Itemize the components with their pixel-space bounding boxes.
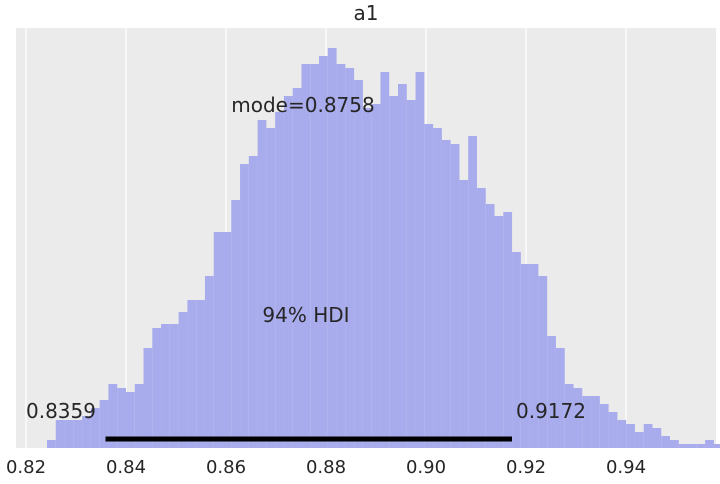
- histogram-bar-1: [55, 420, 65, 448]
- histogram-bars: [47, 48, 720, 448]
- histogram-bar-26: [275, 112, 284, 448]
- histogram-bar-7: [108, 384, 118, 448]
- histogram-bar-10: [134, 384, 144, 448]
- x-tick-label-3: 0.88: [306, 457, 346, 478]
- histogram-bar-75: [705, 440, 714, 448]
- hdi-label: 94% HDI: [262, 303, 349, 327]
- histogram-bar-45: [441, 140, 451, 448]
- histogram-bar-51: [494, 216, 504, 448]
- x-tick-label-4: 0.90: [406, 457, 446, 478]
- x-axis-ticks: 0.82 0.84 0.86 0.88 0.90 0.92 0.94: [6, 457, 646, 478]
- histogram-bar-52: [503, 212, 513, 448]
- histogram-bar-32: [327, 48, 337, 448]
- histogram-bar-53: [512, 252, 521, 448]
- histogram-bar-58: [555, 348, 565, 448]
- histogram-bar-72: [678, 444, 688, 448]
- histogram-bar-59: [564, 384, 574, 448]
- histogram-bar-36: [362, 108, 372, 448]
- histogram-bar-22: [240, 164, 249, 448]
- histogram-bar-64: [608, 412, 618, 448]
- histogram-bar-48: [468, 136, 477, 448]
- histogram-bar-65: [617, 420, 627, 448]
- histogram-bar-73: [687, 444, 697, 448]
- histogram-bar-27: [283, 96, 293, 448]
- histogram-bar-38: [380, 72, 390, 448]
- mode-annotation: mode=0.8758: [231, 93, 374, 117]
- histogram-bar-55: [529, 264, 539, 448]
- histogram-bar-60: [573, 388, 583, 448]
- histogram-bar-70: [661, 436, 671, 448]
- histogram-bar-12: [152, 328, 162, 448]
- histogram-bar-47: [459, 180, 469, 448]
- histogram-bar-13: [161, 324, 170, 448]
- histogram-bar-63: [599, 404, 609, 448]
- histogram-bar-62: [591, 396, 600, 448]
- histogram-bar-66: [626, 424, 635, 448]
- histogram-bar-19: [213, 232, 223, 448]
- histogram-bar-34: [345, 68, 355, 448]
- histogram-bar-61: [582, 396, 592, 448]
- histogram-bar-23: [248, 156, 258, 448]
- histogram-bar-69: [652, 428, 662, 448]
- histogram-bar-44: [433, 128, 442, 448]
- histogram-bar-25: [266, 128, 276, 448]
- histogram-bar-5: [90, 408, 100, 448]
- histogram-bar-74: [696, 444, 706, 448]
- histogram-bar-21: [231, 200, 241, 448]
- x-tick-label-2: 0.86: [206, 457, 246, 478]
- histogram-bar-49: [476, 188, 486, 448]
- histogram-bar-42: [415, 72, 425, 448]
- histogram-bar-24: [257, 120, 267, 448]
- histogram-bar-4: [82, 416, 91, 448]
- histogram-bar-39: [389, 96, 398, 448]
- histogram-bar-6: [99, 400, 109, 448]
- histogram-bar-57: [547, 336, 556, 448]
- histogram-bar-14: [169, 324, 179, 448]
- histogram-bar-71: [670, 440, 679, 448]
- histogram-bar-28: [292, 88, 302, 448]
- histogram-bar-20: [222, 232, 232, 448]
- histogram-bar-0: [47, 440, 56, 448]
- histogram-bar-8: [117, 388, 126, 448]
- histogram-bar-17: [196, 300, 205, 448]
- histogram-bar-40: [398, 84, 407, 448]
- chart-title: a1: [354, 1, 379, 25]
- histogram-bar-68: [643, 424, 653, 448]
- x-tick-label-5: 0.92: [506, 457, 546, 478]
- x-tick-label-1: 0.84: [106, 457, 146, 478]
- histogram-bar-41: [406, 100, 416, 448]
- hdi-high-label: 0.9172: [516, 399, 586, 423]
- histogram-bar-76: [713, 444, 720, 448]
- histogram-bar-29: [301, 64, 311, 448]
- histogram-bar-11: [143, 348, 153, 448]
- x-tick-label-0: 0.82: [6, 457, 46, 478]
- histogram-bar-43: [424, 124, 434, 448]
- histogram-bar-35: [354, 80, 363, 448]
- histogram-bar-54: [520, 264, 530, 448]
- histogram-bar-56: [538, 276, 548, 448]
- histogram-bar-3: [73, 420, 83, 448]
- x-tick-label-6: 0.94: [606, 457, 646, 478]
- histogram-bar-9: [125, 392, 135, 448]
- histogram-bar-67: [634, 432, 644, 448]
- histogram-bar-37: [371, 104, 381, 448]
- histogram-bar-31: [319, 56, 328, 448]
- histogram-bar-50: [485, 204, 495, 448]
- histogram-bar-30: [310, 64, 320, 448]
- histogram-bar-33: [336, 64, 346, 448]
- histogram-bar-2: [64, 420, 74, 448]
- histogram-bar-18: [204, 276, 214, 448]
- histogram-bar-16: [187, 300, 197, 448]
- histogram-bar-15: [178, 312, 188, 448]
- hdi-low-label: 0.8359: [26, 399, 96, 423]
- histogram-bar-46: [450, 144, 460, 448]
